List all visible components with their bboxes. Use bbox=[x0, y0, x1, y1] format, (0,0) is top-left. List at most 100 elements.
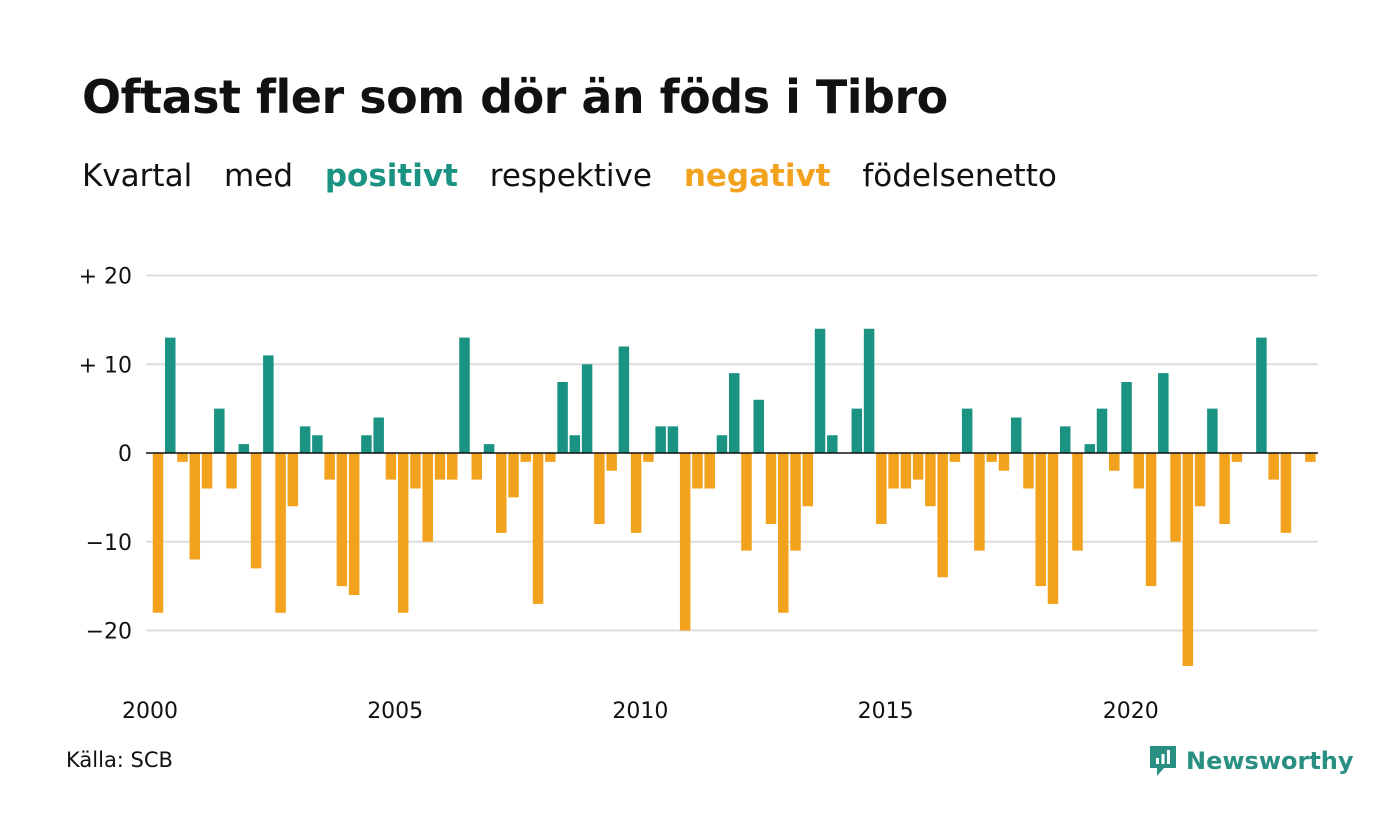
bar bbox=[925, 453, 936, 507]
x-axis-tick-labels: 2000 2005 2010 2015 2020 bbox=[122, 699, 1159, 724]
bar bbox=[876, 453, 887, 524]
bar bbox=[863, 328, 875, 453]
bar bbox=[397, 453, 409, 613]
bar bbox=[704, 453, 715, 489]
subtitle-part-1: Kvartal bbox=[82, 158, 193, 194]
bar bbox=[459, 337, 470, 453]
bar bbox=[1207, 408, 1218, 453]
bar bbox=[667, 426, 679, 453]
bar bbox=[1305, 453, 1316, 462]
bar bbox=[606, 453, 617, 471]
bar bbox=[937, 453, 948, 578]
subtitle-negative-label: negativt bbox=[683, 158, 831, 194]
bar bbox=[569, 435, 581, 453]
bar bbox=[545, 453, 556, 462]
bar bbox=[238, 444, 250, 453]
y-tick-label: + 10 bbox=[79, 353, 132, 378]
bar bbox=[900, 453, 912, 489]
bar bbox=[361, 435, 372, 453]
bar bbox=[520, 453, 532, 462]
source-note: Källa: SCB bbox=[66, 748, 173, 772]
bar bbox=[1121, 382, 1132, 453]
bar bbox=[1280, 453, 1292, 533]
bar bbox=[618, 346, 630, 453]
bar bbox=[373, 417, 384, 453]
bar bbox=[716, 435, 728, 453]
bar bbox=[189, 453, 201, 560]
x-tick-label: 2010 bbox=[612, 699, 668, 724]
bar bbox=[1023, 453, 1034, 489]
bar bbox=[888, 453, 899, 489]
bar bbox=[594, 453, 605, 524]
bar bbox=[226, 453, 237, 489]
bar bbox=[827, 435, 838, 453]
bar bbox=[986, 453, 997, 462]
subtitle-part-4: födelsenetto bbox=[862, 158, 1057, 194]
y-tick-label: −20 bbox=[86, 620, 132, 645]
bar bbox=[581, 364, 593, 453]
bar bbox=[1145, 453, 1157, 587]
bar bbox=[998, 453, 1010, 471]
bar bbox=[1035, 453, 1046, 587]
bar bbox=[1084, 444, 1096, 453]
chart-subtitle: Kvartal med positivt respektive negativt… bbox=[82, 158, 1079, 194]
x-tick-label: 2005 bbox=[367, 699, 423, 724]
bar bbox=[741, 453, 752, 551]
bar bbox=[214, 408, 225, 453]
bar bbox=[655, 426, 666, 453]
bar bbox=[324, 453, 335, 480]
bar bbox=[814, 328, 826, 453]
bar bbox=[287, 453, 299, 507]
bar bbox=[422, 453, 433, 542]
bar bbox=[177, 453, 188, 462]
bar bbox=[728, 373, 740, 453]
y-axis-tick-labels: + 20 + 10 0 −10 −20 bbox=[79, 265, 132, 645]
bar bbox=[802, 453, 814, 507]
bar bbox=[1256, 337, 1267, 453]
bar bbox=[1010, 417, 1022, 453]
bar bbox=[152, 453, 164, 613]
bar bbox=[1194, 453, 1206, 507]
newsworthy-logo: Newsworthy bbox=[1148, 744, 1354, 778]
bar bbox=[299, 426, 311, 453]
x-tick-label: 2015 bbox=[858, 699, 914, 724]
bars bbox=[152, 328, 1316, 666]
bar bbox=[1109, 453, 1120, 471]
bar bbox=[201, 453, 213, 489]
bar bbox=[1219, 453, 1230, 524]
bar bbox=[1133, 453, 1145, 489]
bar bbox=[312, 435, 323, 453]
bar bbox=[912, 453, 924, 480]
bar bbox=[974, 453, 985, 551]
bar bbox=[165, 337, 176, 453]
bar bbox=[446, 453, 458, 480]
subtitle-positive-label: positivt bbox=[324, 158, 458, 194]
x-tick-label: 2000 bbox=[122, 699, 178, 724]
bar bbox=[250, 453, 262, 569]
bar bbox=[1182, 453, 1194, 666]
bar bbox=[1072, 453, 1083, 551]
bar-chart: + 20 + 10 0 −10 −20 2000 2005 2010 2015 2020 bbox=[79, 265, 1318, 724]
bar bbox=[410, 453, 421, 489]
bar bbox=[557, 382, 568, 453]
bar bbox=[275, 453, 286, 613]
bar bbox=[1231, 453, 1243, 462]
bar bbox=[643, 453, 654, 462]
bar bbox=[692, 453, 703, 489]
bar bbox=[778, 453, 789, 613]
bar bbox=[385, 453, 397, 480]
bar bbox=[790, 453, 801, 551]
bar bbox=[434, 453, 446, 480]
bar bbox=[348, 453, 360, 595]
bar bbox=[532, 453, 544, 604]
bar bbox=[483, 444, 495, 453]
bar bbox=[630, 453, 642, 533]
bar bbox=[1096, 408, 1108, 453]
subtitle-part-2: med bbox=[224, 158, 293, 194]
bar bbox=[336, 453, 348, 587]
bar bbox=[1158, 373, 1169, 453]
bar bbox=[765, 453, 777, 524]
y-tick-label: 0 bbox=[118, 442, 132, 467]
bar bbox=[753, 399, 764, 453]
bar bbox=[961, 408, 973, 453]
